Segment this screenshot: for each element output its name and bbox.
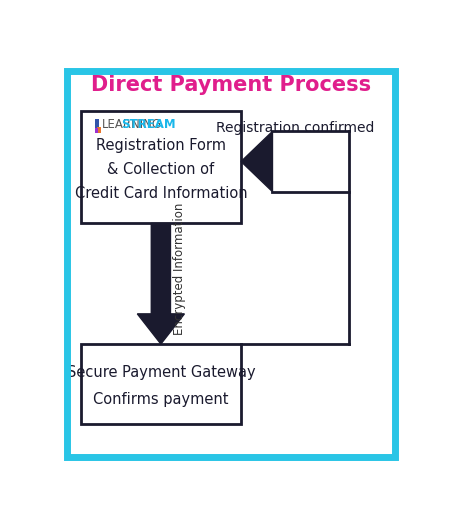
- Text: & Collection of: & Collection of: [107, 162, 215, 176]
- Text: LEARNING: LEARNING: [102, 117, 162, 130]
- Polygon shape: [137, 223, 184, 344]
- Text: Encrypted Information: Encrypted Information: [173, 203, 186, 335]
- Text: Credit Card Information: Credit Card Information: [75, 186, 247, 201]
- Bar: [94, 118, 99, 129]
- Text: STREAM: STREAM: [122, 117, 176, 130]
- Bar: [81, 111, 241, 223]
- Bar: [81, 344, 241, 424]
- Bar: [95, 128, 98, 133]
- Text: Direct Payment Process: Direct Payment Process: [90, 75, 371, 95]
- Polygon shape: [241, 132, 273, 192]
- Text: Registration confirmed: Registration confirmed: [216, 121, 374, 135]
- Text: Registration Form: Registration Form: [96, 137, 226, 152]
- Text: Confirms payment: Confirms payment: [93, 392, 229, 407]
- Text: Secure Payment Gateway: Secure Payment Gateway: [67, 365, 255, 379]
- Bar: [97, 127, 100, 133]
